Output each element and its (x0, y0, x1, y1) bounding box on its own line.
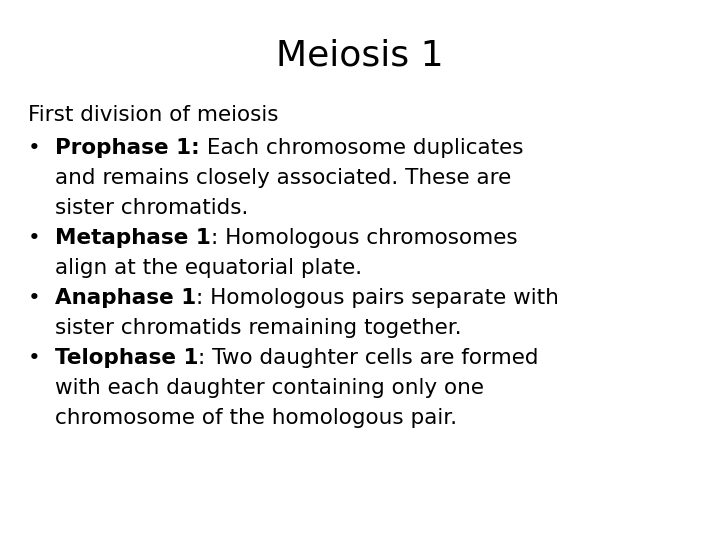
Text: with each daughter containing only one: with each daughter containing only one (55, 378, 484, 398)
Text: Each chromosome duplicates: Each chromosome duplicates (199, 138, 523, 158)
Text: sister chromatids remaining together.: sister chromatids remaining together. (55, 318, 462, 338)
Text: Prophase 1:: Prophase 1: (55, 138, 199, 158)
Text: : Homologous chromosomes: : Homologous chromosomes (211, 228, 518, 248)
Text: Metaphase 1: Metaphase 1 (55, 228, 211, 248)
Text: : Two daughter cells are formed: : Two daughter cells are formed (199, 348, 539, 368)
Text: •: • (28, 138, 41, 158)
Text: : Homologous pairs separate with: : Homologous pairs separate with (197, 288, 559, 308)
Text: •: • (28, 348, 41, 368)
Text: Meiosis 1: Meiosis 1 (276, 38, 444, 72)
Text: First division of meiosis: First division of meiosis (28, 105, 279, 125)
Text: Anaphase 1: Anaphase 1 (55, 288, 197, 308)
Text: •: • (28, 288, 41, 308)
Text: •: • (28, 228, 41, 248)
Text: chromosome of the homologous pair.: chromosome of the homologous pair. (55, 408, 457, 428)
Text: and remains closely associated. These are: and remains closely associated. These ar… (55, 168, 511, 188)
Text: Telophase 1: Telophase 1 (55, 348, 199, 368)
Text: sister chromatids.: sister chromatids. (55, 198, 248, 218)
Text: align at the equatorial plate.: align at the equatorial plate. (55, 258, 362, 278)
